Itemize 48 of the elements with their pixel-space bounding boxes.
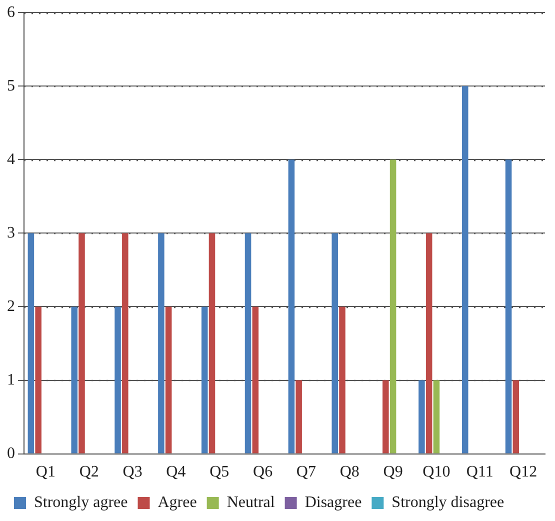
x-tick-label: Q11 bbox=[466, 464, 494, 481]
x-tick-label: Q2 bbox=[79, 464, 99, 481]
y-tick-label: 4 bbox=[7, 150, 15, 168]
bar bbox=[505, 160, 512, 454]
bar bbox=[165, 306, 172, 454]
x-tick-label: Q9 bbox=[383, 464, 403, 481]
bar bbox=[390, 160, 396, 454]
y-tick-label: 0 bbox=[7, 445, 15, 462]
bar bbox=[418, 380, 425, 454]
bar bbox=[339, 306, 346, 454]
bar bbox=[244, 233, 252, 454]
bar bbox=[382, 380, 389, 454]
x-tick-label: Q8 bbox=[340, 464, 360, 481]
x-tick-label: Q10 bbox=[422, 464, 450, 481]
y-tick-label: 5 bbox=[7, 77, 15, 94]
y-tick-label: 6 bbox=[7, 4, 15, 21]
legend-label: Strongly agree bbox=[34, 494, 128, 512]
x-tick-label: Q1 bbox=[36, 464, 56, 481]
x-tick-label: Q7 bbox=[296, 464, 316, 481]
bar bbox=[462, 86, 468, 454]
legend-label: Agree bbox=[158, 494, 197, 512]
bar bbox=[512, 380, 520, 454]
bar bbox=[252, 306, 259, 454]
bar bbox=[426, 233, 432, 454]
bar bbox=[114, 306, 121, 454]
bar bbox=[122, 233, 128, 454]
y-tick-label: 1 bbox=[7, 371, 15, 388]
y-tick-label: 3 bbox=[7, 224, 15, 242]
x-tick-label: Q3 bbox=[122, 464, 142, 481]
legend-label: Neutral bbox=[226, 494, 276, 512]
y-tick-label: 2 bbox=[7, 298, 15, 315]
bar bbox=[296, 380, 302, 454]
bar bbox=[433, 380, 440, 454]
legend-label: Disagree bbox=[304, 494, 362, 512]
bar bbox=[35, 306, 42, 454]
bar bbox=[201, 306, 208, 454]
bar bbox=[78, 233, 85, 454]
bar bbox=[71, 306, 78, 454]
x-tick-label: Q5 bbox=[210, 464, 230, 481]
x-tick-label: Q6 bbox=[253, 464, 273, 481]
bar bbox=[208, 233, 216, 454]
x-tick-label: Q12 bbox=[510, 464, 538, 481]
bar bbox=[288, 160, 295, 454]
bar bbox=[158, 233, 164, 454]
bar bbox=[332, 233, 338, 454]
bar bbox=[28, 233, 34, 454]
x-tick-label: Q4 bbox=[166, 464, 186, 481]
legend-label: Strongly disagree bbox=[392, 494, 504, 512]
